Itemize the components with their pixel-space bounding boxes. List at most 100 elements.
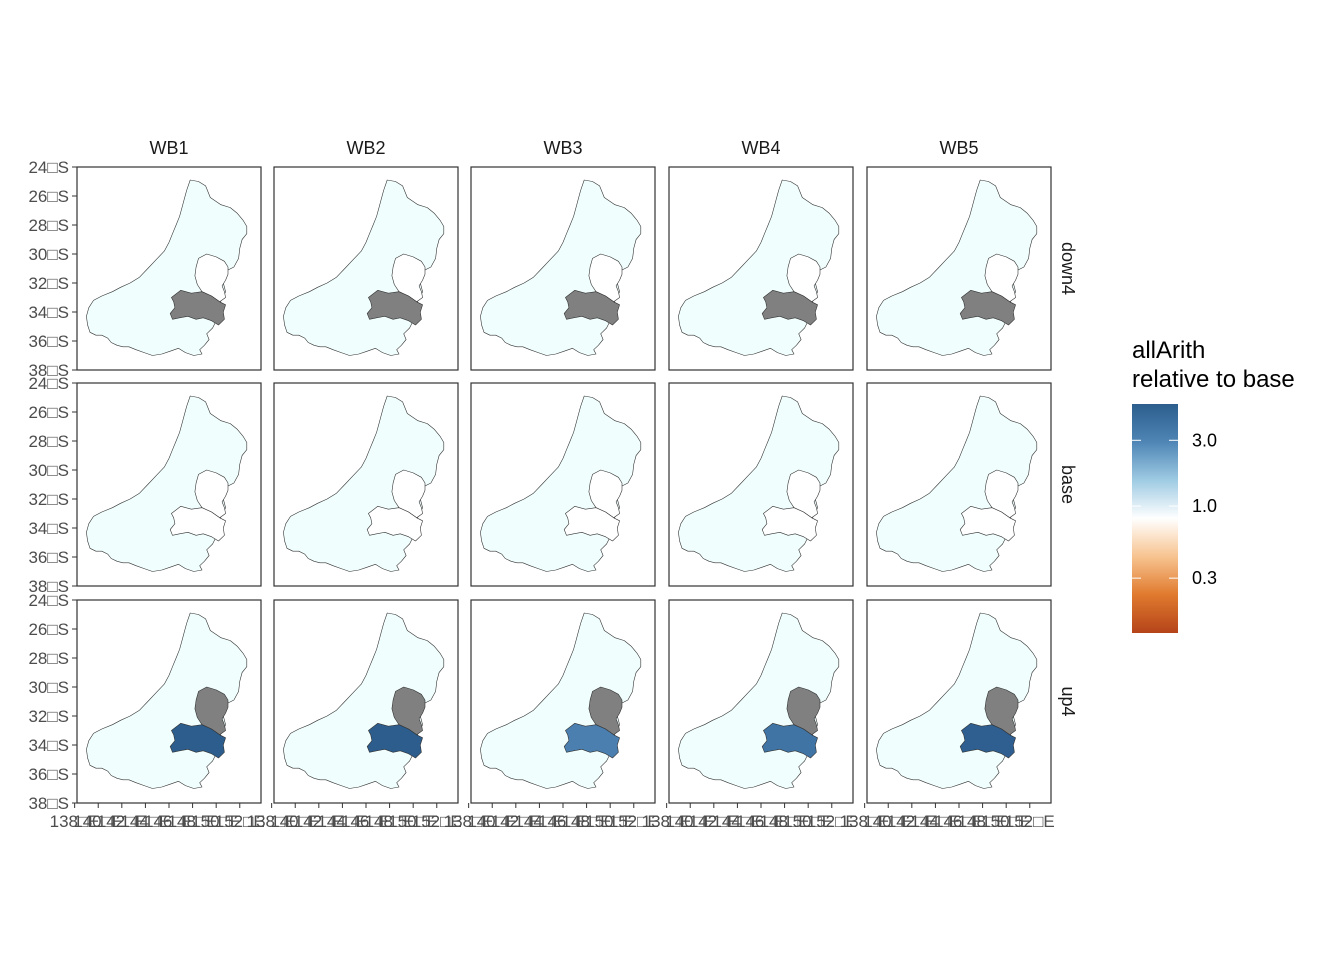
row-strip-label: base bbox=[1058, 465, 1078, 504]
x-tick-label: 148□E bbox=[760, 812, 810, 831]
region-north-subcatchment bbox=[391, 469, 426, 519]
y-tick-label: 24□S bbox=[28, 591, 69, 610]
region-north-subcatchment bbox=[786, 469, 821, 519]
x-tick-label: 142□E bbox=[294, 812, 344, 831]
y-tick-label: 26□S bbox=[28, 403, 69, 422]
legend-break-label: 0.3 bbox=[1192, 568, 1217, 588]
x-tick-label: 146□E bbox=[341, 812, 391, 831]
x-tick-label: 150□E bbox=[585, 812, 635, 831]
legend-break-label: 1.0 bbox=[1192, 496, 1217, 516]
facet-panel-down4-WB2 bbox=[273, 166, 459, 371]
facet-panel-up4-WB4 bbox=[668, 599, 854, 804]
y-tick-label: 28□S bbox=[28, 649, 69, 668]
row-strip-label: up4 bbox=[1058, 686, 1078, 716]
region-south-subcatchment bbox=[169, 723, 226, 759]
region-south-subcatchment bbox=[959, 723, 1016, 759]
legend-title-line1: allArith bbox=[1132, 337, 1205, 364]
region-south-subcatchment bbox=[366, 290, 423, 326]
x-tick-label: 152□E bbox=[412, 812, 462, 831]
facet-panel-base-WB3 bbox=[470, 382, 656, 587]
facet-panel-base-WB1 bbox=[76, 382, 262, 587]
region-south-subcatchment bbox=[959, 290, 1016, 326]
x-tick-label: 146□E bbox=[144, 812, 194, 831]
x-tick-label: 138□E bbox=[642, 812, 692, 831]
region-north-subcatchment bbox=[786, 253, 821, 303]
x-tick-label: 150□E bbox=[981, 812, 1031, 831]
x-tick-label: 142□E bbox=[97, 812, 147, 831]
row-strip-label: down4 bbox=[1058, 242, 1078, 295]
y-tick-label: 36□S bbox=[28, 332, 69, 351]
region-south-subcatchment bbox=[563, 506, 620, 542]
y-tick-label: 24□S bbox=[28, 158, 69, 177]
region-north-subcatchment bbox=[588, 686, 623, 736]
panel-border bbox=[273, 382, 459, 587]
panel-border bbox=[866, 382, 1052, 587]
facet-panel-base-WB5 bbox=[866, 382, 1052, 587]
facet-grid bbox=[76, 166, 1052, 804]
facet-panel-up4-WB3 bbox=[470, 599, 656, 804]
region-south-subcatchment bbox=[366, 723, 423, 759]
y-tick-label: 28□S bbox=[28, 432, 69, 451]
y-axis: 24□S 26□S 28□S 30□S 32□S 34□S 36□S 38□S bbox=[28, 591, 78, 813]
x-tick-label: 138□E bbox=[444, 812, 494, 831]
row-strips: down4 base up4 bbox=[1058, 242, 1078, 717]
facet-panel-down4-WB1 bbox=[76, 166, 262, 371]
column-strip-label: WB3 bbox=[543, 138, 582, 158]
facet-panel-down4-WB4 bbox=[668, 166, 854, 371]
region-south-subcatchment bbox=[959, 506, 1016, 542]
x-tick-label: 146□E bbox=[538, 812, 588, 831]
y-tick-label: 34□S bbox=[28, 519, 69, 538]
region-south-subcatchment bbox=[169, 506, 226, 542]
panel-border bbox=[668, 382, 854, 587]
x-tick-label: 144□E bbox=[120, 812, 170, 831]
region-south-subcatchment bbox=[761, 290, 818, 326]
column-strip-label: WB4 bbox=[741, 138, 780, 158]
y-tick-label: 30□S bbox=[28, 678, 69, 697]
panel-border bbox=[470, 166, 656, 371]
x-tick-label: 152□E bbox=[1005, 812, 1055, 831]
y-tick-label: 24□S bbox=[28, 374, 69, 393]
facet-panel-down4-WB5 bbox=[866, 166, 1052, 371]
facet-panel-base-WB2 bbox=[273, 382, 459, 587]
column-strips: WB1 WB2 WB3 WB4 WB5 bbox=[149, 138, 978, 158]
y-tick-label: 32□S bbox=[28, 707, 69, 726]
y-axis: 24□S 26□S 28□S 30□S 32□S 34□S 36□S 38□S bbox=[28, 374, 78, 596]
facet-panel-down4-WB3 bbox=[470, 166, 656, 371]
x-tick-label: 148□E bbox=[365, 812, 415, 831]
region-south-subcatchment bbox=[169, 290, 226, 326]
y-tick-label: 36□S bbox=[28, 765, 69, 784]
x-tick-label: 144□E bbox=[317, 812, 367, 831]
x-tick-label: 140□E bbox=[863, 812, 913, 831]
y-axis: 24□S 26□S 28□S 30□S 32□S 34□S 36□S 38□S bbox=[28, 158, 78, 380]
x-tick-label: 140□E bbox=[270, 812, 320, 831]
region-north-subcatchment bbox=[984, 469, 1019, 519]
y-tick-label: 38□S bbox=[28, 577, 69, 596]
facet-panel-up4-WB2 bbox=[273, 599, 459, 804]
x-tick-label: 140□E bbox=[467, 812, 517, 831]
region-north-subcatchment bbox=[194, 469, 229, 519]
x-axes: 138□E140□E142□E144□E146□E148□E150□E152□E… bbox=[50, 802, 1055, 831]
region-south-subcatchment bbox=[563, 723, 620, 759]
panel-border bbox=[668, 166, 854, 371]
x-tick-label: 152□E bbox=[215, 812, 265, 831]
region-south-subcatchment bbox=[761, 506, 818, 542]
region-north-subcatchment bbox=[984, 686, 1019, 736]
x-tick-label: 142□E bbox=[689, 812, 739, 831]
y-tick-label: 26□S bbox=[28, 187, 69, 206]
y-tick-label: 30□S bbox=[28, 461, 69, 480]
panel-border bbox=[273, 166, 459, 371]
x-tick-label: 138□E bbox=[840, 812, 890, 831]
region-south-subcatchment bbox=[563, 290, 620, 326]
x-tick-label: 150□E bbox=[191, 812, 241, 831]
region-north-subcatchment bbox=[391, 686, 426, 736]
legend-break-label: 3.0 bbox=[1192, 430, 1217, 450]
x-tick-label: 142□E bbox=[887, 812, 937, 831]
y-tick-label: 38□S bbox=[28, 361, 69, 380]
y-tick-label: 28□S bbox=[28, 216, 69, 235]
x-tick-label: 144□E bbox=[910, 812, 960, 831]
